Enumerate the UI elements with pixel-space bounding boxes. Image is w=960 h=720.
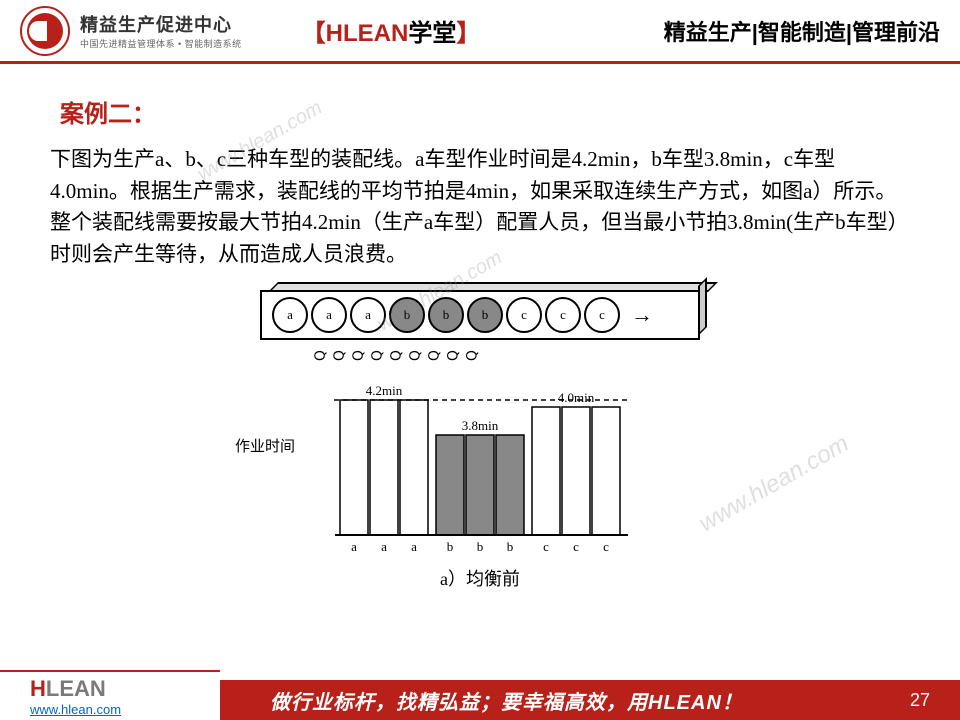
content-area: 案例二： 下图为生产a、b、c三种车型的装配线。a车型作业时间是4.2min，b… [0,64,960,591]
header: 精益生产促进中心 中国先进精益管理体系 • 智能制造系统 【HLEAN学堂】 精… [0,0,960,64]
bar-chart: 作业时间 4.2min3.8min4.0min aaabbbccc [260,380,700,560]
bracket-left: 【 [302,20,326,47]
svg-text:c: c [603,539,609,554]
footer-brand-h: H [30,676,46,702]
conveyor-diagram: aaabbbccc→ [260,290,700,345]
case-title: 案例二： [60,94,910,129]
spring-icon: ℺ [390,348,401,365]
brand-text: HLEAN [326,20,409,47]
logo-title: 精益生产促进中心 [80,11,242,37]
logo-icon [20,6,70,56]
svg-text:b: b [477,539,484,554]
conveyor-item: c [545,297,581,333]
logo-subtitle: 中国先进精益管理体系 • 智能制造系统 [80,37,242,50]
conveyor-item: b [428,297,464,333]
diagram-area: aaabbbccc→ ℺℺℺℺℺℺℺℺℺ 作业时间 4.2min3.8min4.… [50,290,910,591]
logo-text: 精益生产促进中心 中国先进精益管理体系 • 智能制造系统 [80,11,242,50]
spring-icon: ℺ [465,348,476,365]
spring-icon: ℺ [371,348,382,365]
footer-right: 做行业标杆，找精弘益；要幸福高效，用HLEAN！ 27 [220,680,960,720]
svg-text:a: a [411,539,417,554]
conveyor-item: b [467,297,503,333]
footer-brand: HLEAN [30,676,220,702]
springs-row: ℺ ℺ ℺ ℺ ℺ ℺ ℺ ℺ ℺ [314,348,477,365]
conveyor-item: b [389,297,425,333]
footer-slogan: 做行业标杆，找精弘益；要幸福高效，用HLEAN！ [270,686,743,715]
page-number: 27 [910,690,930,711]
axis-label: 作业时间 [235,435,295,456]
svg-text:c: c [573,539,579,554]
spring-icon: ℺ [408,348,419,365]
spring-icon: ℺ [314,348,325,365]
body-text: 下图为生产a、b、c三种车型的装配线。a车型作业时间是4.2min，b车型3.8… [50,144,910,270]
conveyor-item: c [506,297,542,333]
spring-icon: ℺ [352,348,363,365]
svg-text:4.0min: 4.0min [558,390,595,405]
footer-url: www.hlean.com [30,702,220,717]
conveyor-item: a [311,297,347,333]
spring-icon: ℺ [446,348,457,365]
header-center: 【HLEAN学堂】 [302,13,481,48]
conveyor-item: c [584,297,620,333]
svg-text:a: a [381,539,387,554]
conveyor-item: a [350,297,386,333]
bracket-right: 】 [456,20,480,47]
chart-caption: a）均衡前 [440,565,520,591]
svg-text:c: c [543,539,549,554]
spring-icon: ℺ [333,348,344,365]
svg-text:4.2min: 4.2min [366,383,403,398]
svg-text:3.8min: 3.8min [462,418,499,433]
svg-text:a: a [351,539,357,554]
spring-icon: ℺ [427,348,438,365]
svg-text:b: b [507,539,514,554]
chart-svg: 4.2min 3.8min 4.0min a a a b b b c c c [330,380,680,560]
footer-brand-lean: LEAN [46,676,106,702]
conveyor-item: a [272,297,308,333]
arrow-right-icon: → [631,302,653,328]
header-right: 精益生产|智能制造|管理前沿 [664,15,940,47]
svg-text:b: b [447,539,454,554]
xuetang-text: 学堂 [408,20,456,47]
footer-left: HLEAN www.hlean.com [0,670,220,720]
footer: HLEAN www.hlean.com 做行业标杆，找精弘益；要幸福高效，用HL… [0,670,960,720]
